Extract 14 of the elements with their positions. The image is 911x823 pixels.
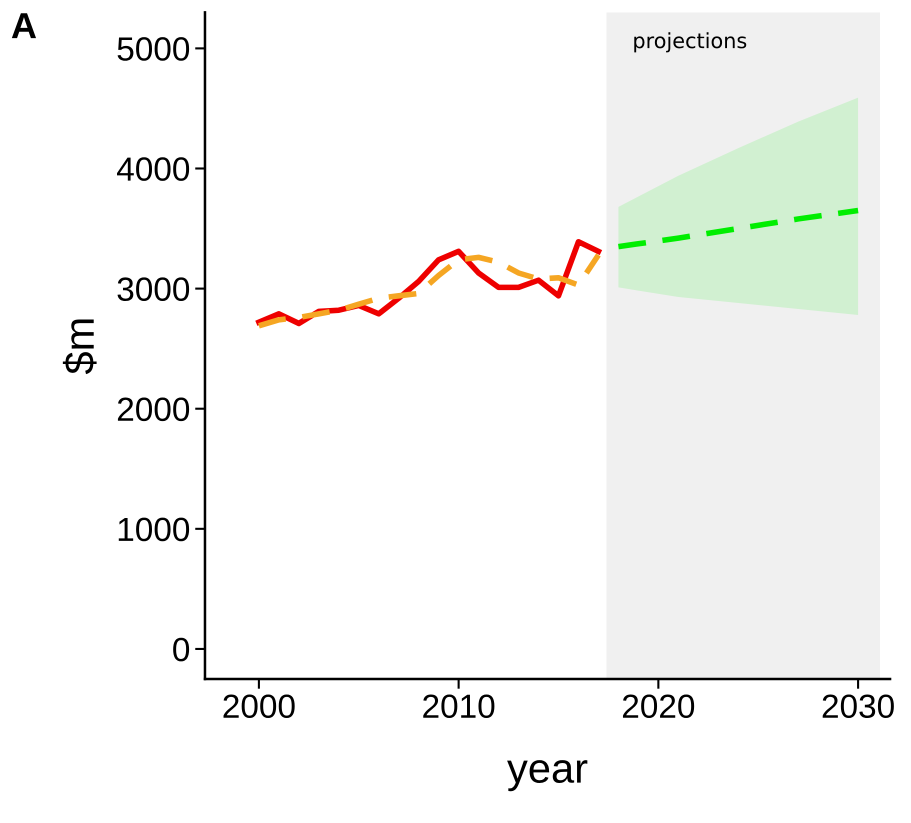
- y-tick-label: 4000: [117, 157, 190, 181]
- y-tick-label: 0: [173, 638, 190, 662]
- text: A: [12, 13, 36, 38]
- y-tick-label: 2000: [118, 398, 190, 422]
- x-tick-label: 2030: [822, 694, 894, 718]
- y-tick-label: 3000: [118, 277, 190, 302]
- band-label: projections: [634, 32, 746, 52]
- y-tick-label: 1000: [118, 518, 190, 542]
- y-axis-title: $m: [62, 319, 97, 374]
- x-tick-label: 2000: [224, 694, 295, 718]
- x-tick-label: 2020: [622, 694, 694, 718]
- x-axis-title: year: [507, 760, 588, 792]
- x-tick-label: 2010: [423, 694, 494, 718]
- y-tick-label: 5000: [118, 37, 190, 61]
